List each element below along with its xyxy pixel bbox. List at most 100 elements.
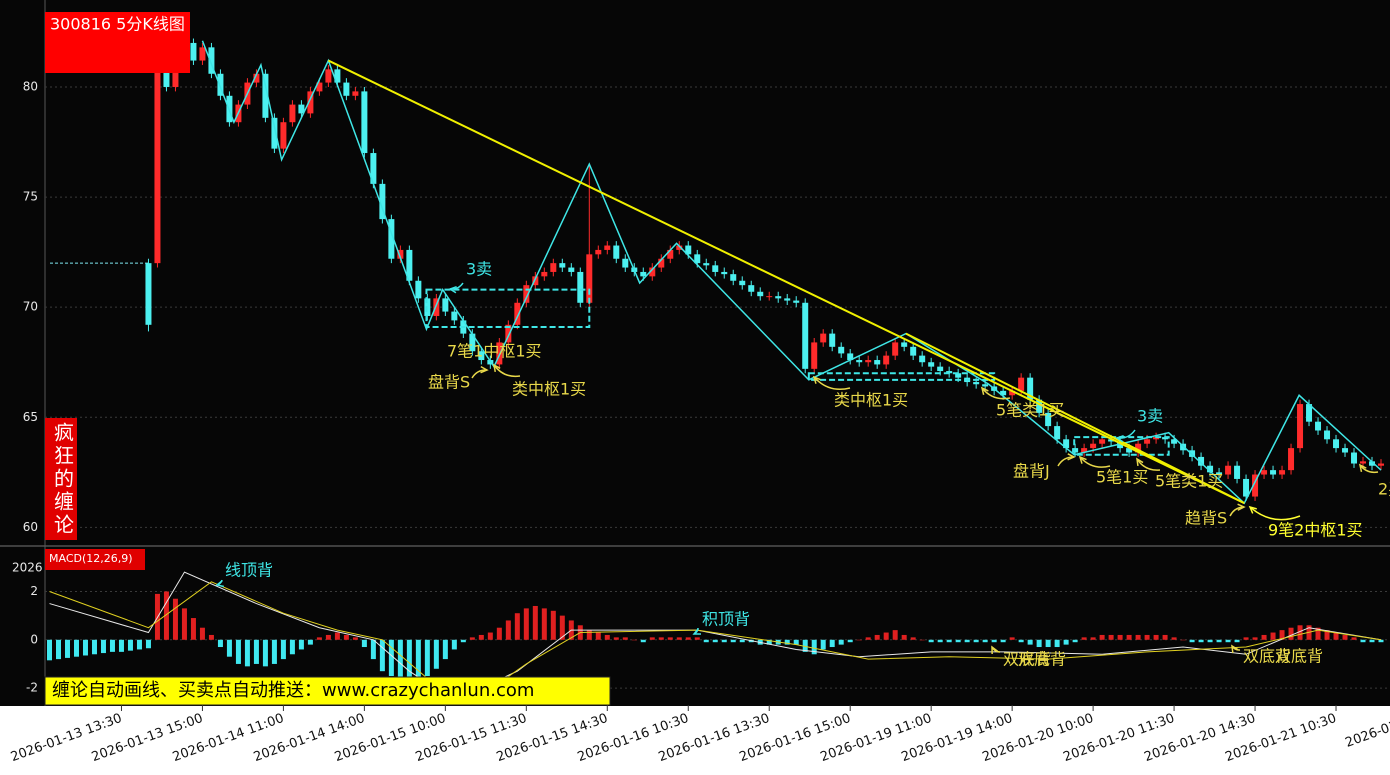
candle-body (1342, 448, 1349, 453)
candle-body (316, 82, 323, 92)
candle-body (253, 73, 260, 83)
macd-bar (1351, 637, 1357, 640)
annotation: 5笔类1买 (996, 401, 1064, 420)
macd-bar (703, 639, 709, 643)
candle-body (325, 69, 332, 83)
annotation: 9笔2中枢1买 (1268, 521, 1363, 540)
macd-bar (829, 639, 835, 648)
macd-bar (1171, 637, 1177, 640)
candle-body (595, 249, 602, 255)
macd-bar (1288, 627, 1294, 640)
macd-panel (45, 571, 1390, 701)
macd-title: MACD(12,26,9) (49, 552, 133, 565)
candle-body (217, 73, 224, 96)
candle-body (901, 342, 908, 347)
macd-bar (334, 632, 340, 640)
banner: 缠论自动画线、买卖点自动推送：www.crazychanlun.com (52, 680, 534, 701)
annotation: 类中枢1买 (834, 391, 908, 410)
macd-bar (469, 637, 475, 640)
candle-body (1081, 448, 1088, 453)
candle-body (1252, 474, 1259, 497)
macd-bar (496, 627, 502, 640)
plot-background (0, 0, 1390, 706)
macd-bar (397, 639, 403, 679)
candle-body (811, 342, 818, 369)
macd-bar (532, 605, 538, 640)
candle-body (829, 333, 836, 347)
candle-body (937, 366, 944, 372)
candle-body (1036, 399, 1043, 413)
macd-bar (370, 639, 376, 660)
macd-bar (1081, 637, 1087, 640)
candle-body (1018, 377, 1025, 391)
macd-bar (856, 639, 862, 641)
macd-bar (136, 639, 142, 650)
candle-body (1315, 421, 1322, 431)
chart-title: 300816 5分K线图 (50, 15, 185, 34)
annotation: 趋背S (1185, 509, 1227, 528)
macd-bar (631, 639, 637, 641)
macd-bar (865, 637, 871, 640)
macd-bar (694, 637, 700, 640)
candle-body (505, 324, 512, 343)
side-label-box (45, 418, 77, 540)
candle-body (451, 311, 458, 321)
macd-bar (1270, 632, 1276, 640)
candle-body (433, 298, 440, 316)
candle-body (415, 280, 422, 299)
candle-body (640, 271, 647, 277)
candle-body (1009, 390, 1016, 396)
macd-bar (352, 637, 358, 640)
macd-bar (1108, 634, 1114, 640)
candle-body (514, 302, 521, 325)
candle-body (442, 298, 449, 312)
macd-bar (613, 637, 619, 640)
macd-bar (415, 639, 421, 681)
macd-bar (487, 632, 493, 640)
candle-body (928, 362, 935, 367)
candle-body (874, 360, 881, 365)
candle-body (1153, 437, 1160, 440)
candle-body (280, 122, 287, 149)
macd-bar (388, 639, 394, 677)
macd-bar (523, 608, 529, 640)
annotation: 类中枢1买 (512, 380, 586, 399)
candle-body (190, 42, 197, 61)
arrow-head (1078, 455, 1087, 464)
macd-bar (82, 639, 88, 656)
candle-body (703, 263, 710, 266)
macd-bar (1378, 639, 1384, 643)
candle-body (1351, 452, 1358, 464)
annotation: 5笔类1买 (1155, 472, 1223, 491)
macd-bar (280, 639, 286, 660)
banner-box (44, 676, 611, 706)
candle-body (658, 258, 665, 268)
candle-body (262, 73, 269, 118)
trend-line (905, 332, 1245, 505)
candle-body (577, 271, 584, 303)
candle-body (361, 91, 368, 154)
macd-bar (721, 639, 727, 643)
macd-bar (802, 639, 808, 652)
macd-line (49, 571, 1382, 701)
y-tick-label: 2 (30, 584, 38, 598)
macd-bar (739, 639, 745, 643)
macd-bar (361, 639, 367, 648)
candle-body (154, 53, 161, 264)
macd-bar (1243, 637, 1249, 640)
macd-bar (109, 639, 115, 652)
arrow-head (812, 375, 821, 384)
annotation: 5笔1买 (1096, 468, 1148, 487)
macd-bar (289, 639, 295, 655)
candle-body (730, 274, 737, 281)
macd-bar (127, 639, 133, 651)
candle-body (1054, 426, 1061, 440)
macd-bar (1333, 632, 1339, 640)
candle-body (1090, 443, 1097, 449)
x-tick-label: 2026-01-21 (1343, 711, 1390, 751)
candle-body (649, 267, 656, 277)
candle-body (1360, 461, 1367, 464)
arrow-head (1248, 505, 1257, 514)
candle-body (784, 298, 791, 301)
